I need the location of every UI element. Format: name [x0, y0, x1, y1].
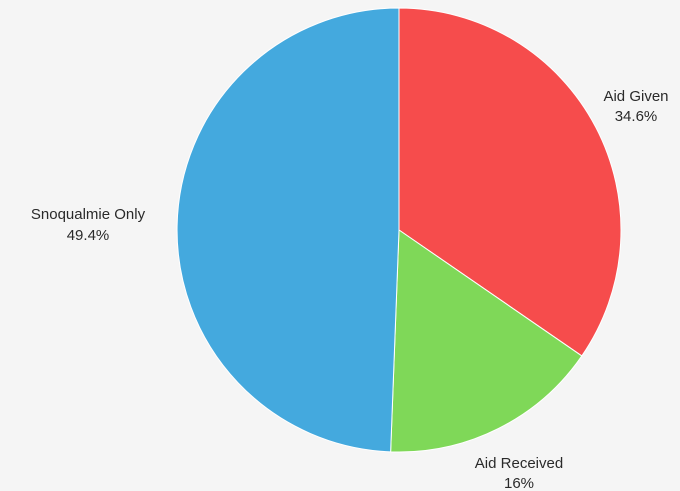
slice-value-aid-received: 16% — [504, 475, 534, 491]
pie-slice-aid-given — [398, 7, 622, 357]
slice-value-aid-given: 34.6% — [615, 108, 658, 125]
slice-label-snoqualmie-only: Snoqualmie Only — [31, 206, 146, 223]
slice-label-aid-received: Aid Received — [475, 455, 563, 472]
slice-value-snoqualmie-only: 49.4% — [67, 227, 110, 244]
pie-slice-snoqualmie-only — [176, 7, 400, 453]
pie-slices — [176, 7, 622, 453]
pie-labels: Aid Given 34.6% Aid Received 16% Snoqualmie … — [31, 88, 669, 491]
pie-slice-aid-received — [390, 229, 583, 453]
slice-label-aid-given: Aid Given — [603, 88, 668, 105]
